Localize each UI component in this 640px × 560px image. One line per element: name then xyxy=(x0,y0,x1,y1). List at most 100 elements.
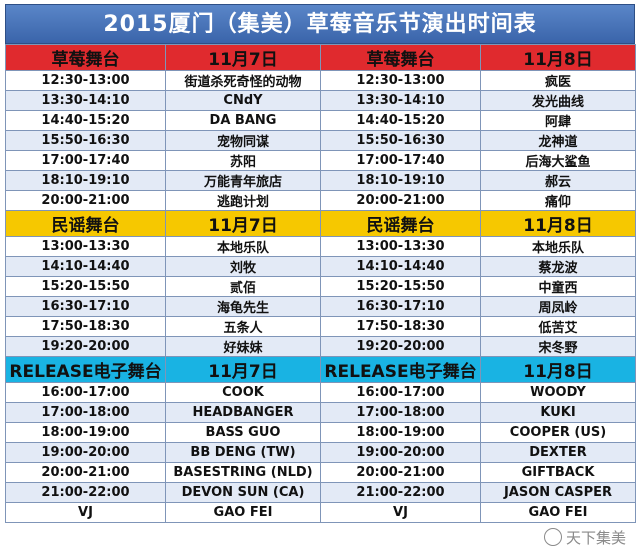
artist-cell: 贰佰 xyxy=(165,276,321,297)
stage-name-right: 草莓舞台 xyxy=(320,44,481,71)
time-cell: 20:00-21:00 xyxy=(320,190,481,211)
artist-cell: 蔡龙波 xyxy=(480,256,636,277)
artist-cell: 发光曲线 xyxy=(480,90,636,111)
schedule-table: 草莓舞台 11月7日 草莓舞台 11月8日 12:30-13:00 街道杀死奇怪的动物 12… xyxy=(5,44,636,523)
time-cell: 19:00-20:00 xyxy=(5,442,166,463)
artist-cell: 海龟先生 xyxy=(165,296,321,317)
artist-cell: 宠物同谋 xyxy=(165,130,321,151)
time-cell: 15:50-16:30 xyxy=(5,130,166,151)
table-row: 13:30-14:10 CNdY 13:30-14:10 发光曲线 xyxy=(5,90,636,111)
time-cell: 19:20-20:00 xyxy=(320,336,481,357)
artist-cell: 郝云 xyxy=(480,170,636,191)
stage-header-row: 民谣舞台 11月7日 民谣舞台 11月8日 xyxy=(5,210,636,237)
table-row: 17:00-18:00 HEADBANGER 17:00-18:00 KUKI xyxy=(5,402,636,423)
time-cell: 15:20-15:50 xyxy=(5,276,166,297)
watermark: 天下集美 xyxy=(543,527,626,548)
artist-cell: WOODY xyxy=(480,382,636,403)
table-row: VJ GAO FEI VJ GAO FEI xyxy=(5,502,636,523)
artist-cell: 本地乐队 xyxy=(480,236,636,257)
watermark-text: 天下集美 xyxy=(565,529,626,547)
artist-cell: 龙神道 xyxy=(480,130,636,151)
artist-cell: 周凤岭 xyxy=(480,296,636,317)
table-row: 20:00-21:00 BASESTRING (NLD) 20:00-21:00 GI… xyxy=(5,462,636,483)
table-row: 15:20-15:50 贰佰 15:20-15:50 中童西 xyxy=(5,276,636,297)
stage-date-right: 11月8日 xyxy=(480,44,636,71)
time-cell: 14:10-14:40 xyxy=(5,256,166,277)
stage-date-left: 11月7日 xyxy=(165,210,321,237)
artist-cell: COOPER (US) xyxy=(480,422,636,443)
time-cell: 20:00-21:00 xyxy=(320,462,481,483)
time-cell: 18:00-19:00 xyxy=(5,422,166,443)
table-row: 13:00-13:30 本地乐队 13:00-13:30 本地乐队 xyxy=(5,236,636,257)
time-cell: 17:00-18:00 xyxy=(320,402,481,423)
artist-cell: CNdY xyxy=(165,90,321,111)
stage-date-right: 11月8日 xyxy=(480,356,636,383)
schedule-frame: 2015厦门（集美）草莓音乐节演出时间表 草莓舞台 11月7日 草莓舞台 11月8日 1… xyxy=(5,4,636,524)
time-cell: 17:00-17:40 xyxy=(320,150,481,171)
wechat-icon xyxy=(543,528,562,546)
table-row: 20:00-21:00 逃跑计划 20:00-21:00 痛仰 xyxy=(5,190,636,211)
table-row: 14:10-14:40 刘牧 14:10-14:40 蔡龙波 xyxy=(5,256,636,277)
artist-cell: 后海大鲨鱼 xyxy=(480,150,636,171)
time-cell: 12:30-13:00 xyxy=(5,70,166,91)
stage-name-right: RELEASE电子舞台 xyxy=(320,356,481,383)
artist-cell: GIFTBACK xyxy=(480,462,636,483)
stage-name-left: RELEASE电子舞台 xyxy=(5,356,166,383)
artist-cell: 好妹妹 xyxy=(165,336,321,357)
time-cell: 18:00-19:00 xyxy=(320,422,481,443)
stage-date-right: 11月8日 xyxy=(480,210,636,237)
artist-cell: 疯医 xyxy=(480,70,636,91)
artist-cell: 阿肆 xyxy=(480,110,636,131)
artist-cell: 宋冬野 xyxy=(480,336,636,357)
artist-cell: 中童西 xyxy=(480,276,636,297)
stage-date-left: 11月7日 xyxy=(165,44,321,71)
time-cell: 15:20-15:50 xyxy=(320,276,481,297)
artist-cell: 逃跑计划 xyxy=(165,190,321,211)
artist-cell: 刘牧 xyxy=(165,256,321,277)
artist-cell: 五条人 xyxy=(165,316,321,337)
table-row: 12:30-13:00 街道杀死奇怪的动物 12:30-13:00 疯医 xyxy=(5,70,636,91)
stage-header-row: RELEASE电子舞台 11月7日 RELEASE电子舞台 11月8日 xyxy=(5,356,636,383)
table-row: 16:30-17:10 海龟先生 16:30-17:10 周凤岭 xyxy=(5,296,636,317)
table-row: 16:00-17:00 COOK 16:00-17:00 WOODY xyxy=(5,382,636,403)
time-cell: 14:10-14:40 xyxy=(320,256,481,277)
stage-name-left: 草莓舞台 xyxy=(5,44,166,71)
stage-name-right: 民谣舞台 xyxy=(320,210,481,237)
time-cell: 13:00-13:30 xyxy=(320,236,481,257)
time-cell: 20:00-21:00 xyxy=(5,190,166,211)
time-cell: 16:30-17:10 xyxy=(5,296,166,317)
time-cell: 13:30-14:10 xyxy=(5,90,166,111)
page-title: 2015厦门（集美）草莓音乐节演出时间表 xyxy=(5,4,635,44)
table-row: 17:00-17:40 苏阳 17:00-17:40 后海大鲨鱼 xyxy=(5,150,636,171)
time-cell: 12:30-13:00 xyxy=(320,70,481,91)
table-row: 18:00-19:00 BASS GUO 18:00-19:00 COOPER (US… xyxy=(5,422,636,443)
artist-cell: DEXTER xyxy=(480,442,636,463)
artist-cell: JASON CASPER xyxy=(480,482,636,503)
table-row: 19:00-20:00 BB DENG (TW) 19:00-20:00 DEXTER xyxy=(5,442,636,463)
artist-cell: KUKI xyxy=(480,402,636,423)
time-cell: 19:20-20:00 xyxy=(5,336,166,357)
time-cell: 15:50-16:30 xyxy=(320,130,481,151)
time-cell: 21:00-22:00 xyxy=(5,482,166,503)
table-row: 17:50-18:30 五条人 17:50-18:30 低苦艾 xyxy=(5,316,636,337)
table-row: 14:40-15:20 DA BANG 14:40-15:20 阿肆 xyxy=(5,110,636,131)
artist-cell: 苏阳 xyxy=(165,150,321,171)
time-cell: VJ xyxy=(5,502,166,523)
time-cell: 13:30-14:10 xyxy=(320,90,481,111)
table-row: 15:50-16:30 宠物同谋 15:50-16:30 龙神道 xyxy=(5,130,636,151)
stage-name-left: 民谣舞台 xyxy=(5,210,166,237)
stage-date-left: 11月7日 xyxy=(165,356,321,383)
time-cell: 18:10-19:10 xyxy=(5,170,166,191)
time-cell: 16:00-17:00 xyxy=(320,382,481,403)
artist-cell: BASS GUO xyxy=(165,422,321,443)
time-cell: 18:10-19:10 xyxy=(320,170,481,191)
artist-cell: GAO FEI xyxy=(480,502,636,523)
time-cell: VJ xyxy=(320,502,481,523)
time-cell: 14:40-15:20 xyxy=(320,110,481,131)
time-cell: 16:30-17:10 xyxy=(320,296,481,317)
time-cell: 14:40-15:20 xyxy=(5,110,166,131)
artist-cell: BB DENG (TW) xyxy=(165,442,321,463)
time-cell: 17:50-18:30 xyxy=(5,316,166,337)
artist-cell: 本地乐队 xyxy=(165,236,321,257)
time-cell: 16:00-17:00 xyxy=(5,382,166,403)
